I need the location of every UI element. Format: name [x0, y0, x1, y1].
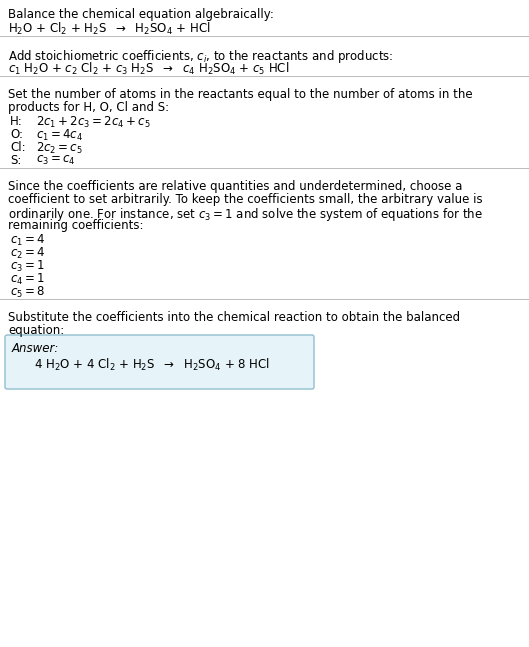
Text: Since the coefficients are relative quantities and underdetermined, choose a: Since the coefficients are relative quan… — [8, 180, 462, 193]
Text: 4 H$_2$O + 4 Cl$_2$ + H$_2$S  $\rightarrow$  H$_2$SO$_4$ + 8 HCl: 4 H$_2$O + 4 Cl$_2$ + H$_2$S $\rightarro… — [34, 357, 270, 373]
Text: Balance the chemical equation algebraically:: Balance the chemical equation algebraica… — [8, 8, 274, 21]
Text: $2 c_2 = c_5$: $2 c_2 = c_5$ — [36, 141, 83, 156]
Text: $c_1$ H$_2$O + $c_2$ Cl$_2$ + $c_3$ H$_2$S  $\rightarrow$  $c_4$ H$_2$SO$_4$ + $: $c_1$ H$_2$O + $c_2$ Cl$_2$ + $c_3$ H$_2… — [8, 61, 289, 77]
Text: $c_4 = 1$: $c_4 = 1$ — [10, 272, 45, 287]
Text: products for H, O, Cl and S:: products for H, O, Cl and S: — [8, 101, 169, 114]
Text: $c_2 = 4$: $c_2 = 4$ — [10, 246, 45, 261]
Text: remaining coefficients:: remaining coefficients: — [8, 219, 143, 232]
FancyBboxPatch shape — [5, 335, 314, 389]
Text: Add stoichiometric coefficients, $c_i$, to the reactants and products:: Add stoichiometric coefficients, $c_i$, … — [8, 48, 394, 65]
Text: Set the number of atoms in the reactants equal to the number of atoms in the: Set the number of atoms in the reactants… — [8, 88, 472, 101]
Text: H$_2$O + Cl$_2$ + H$_2$S  $\rightarrow$  H$_2$SO$_4$ + HCl: H$_2$O + Cl$_2$ + H$_2$S $\rightarrow$ H… — [8, 21, 211, 37]
Text: $c_1 = 4$: $c_1 = 4$ — [10, 233, 45, 248]
Text: Cl:: Cl: — [10, 141, 25, 154]
Text: $c_1 = 4 c_4$: $c_1 = 4 c_4$ — [36, 128, 83, 143]
Text: equation:: equation: — [8, 324, 64, 337]
Text: H:: H: — [10, 115, 23, 128]
Text: $2 c_1 + 2 c_3 = 2 c_4 + c_5$: $2 c_1 + 2 c_3 = 2 c_4 + c_5$ — [36, 115, 151, 130]
Text: coefficient to set arbitrarily. To keep the coefficients small, the arbitrary va: coefficient to set arbitrarily. To keep … — [8, 193, 482, 206]
Text: $c_3 = 1$: $c_3 = 1$ — [10, 259, 45, 274]
Text: $c_5 = 8$: $c_5 = 8$ — [10, 285, 45, 300]
Text: O:: O: — [10, 128, 23, 141]
Text: ordinarily one. For instance, set $c_3 = 1$ and solve the system of equations fo: ordinarily one. For instance, set $c_3 =… — [8, 206, 483, 223]
Text: $c_3 = c_4$: $c_3 = c_4$ — [36, 154, 76, 167]
Text: S:: S: — [10, 154, 21, 167]
Text: Answer:: Answer: — [12, 342, 59, 355]
Text: Substitute the coefficients into the chemical reaction to obtain the balanced: Substitute the coefficients into the che… — [8, 311, 460, 324]
